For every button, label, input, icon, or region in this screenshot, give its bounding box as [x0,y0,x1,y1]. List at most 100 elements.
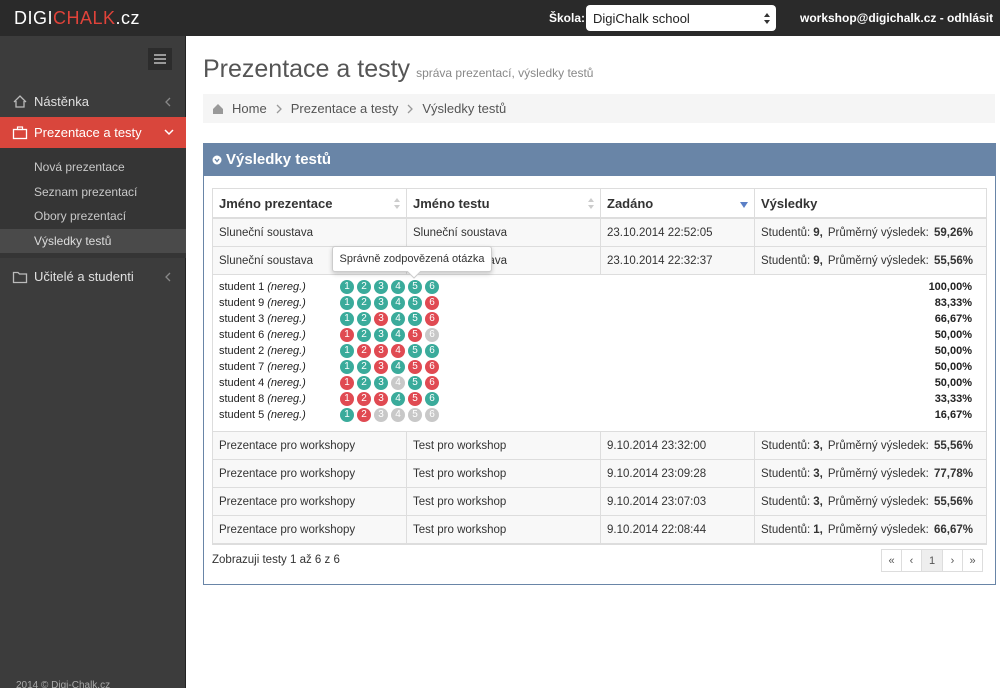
student-note: (nereg.) [267,409,306,421]
tooltip-arrow [407,271,421,279]
page-button[interactable]: › [942,549,963,572]
user-link[interactable]: workshop@digichalk.cz - odhlásit [800,11,994,25]
answer-dot[interactable]: 6 [425,360,439,374]
answer-dot[interactable]: 3 [374,280,388,294]
answer-dot[interactable]: 6 [425,376,439,390]
page-button[interactable]: « [881,549,902,572]
logo-part: .cz [115,8,141,28]
answer-dot[interactable]: 2 [357,296,371,310]
answer-dot[interactable]: 1 [340,280,354,294]
answer-dot[interactable]: 2 [357,360,371,374]
answer-dot[interactable]: 6 [425,328,439,342]
answer-dot[interactable]: 3 [374,392,388,406]
student-label: student 1 [219,281,265,293]
column-header[interactable]: Zadáno [600,189,754,217]
answer-dot[interactable]: 2 [357,328,371,342]
column-header[interactable]: Jméno prezentace [213,189,406,217]
cell-text: Prezentace pro workshopy [219,468,356,480]
answer-dot[interactable]: 3 [374,376,388,390]
answer-dot[interactable]: 2 [357,344,371,358]
answer-dot[interactable]: 2 [357,376,371,390]
column-header[interactable]: Jméno testu [406,189,600,217]
submenu-item[interactable]: Obory prezentací [0,204,186,228]
answer-dot[interactable]: 1 [340,312,354,326]
student-label: student 3 [219,313,265,325]
answer-dot[interactable]: 1 [340,296,354,310]
answer-dot[interactable]: 4 [391,344,405,358]
answer-dot[interactable]: 3 [374,360,388,374]
answer-dot[interactable]: 3 [374,312,388,326]
answer-dot[interactable]: 1 [340,408,354,422]
column-header[interactable]: Výsledky [754,189,987,217]
answer-dot[interactable]: 1 [340,344,354,358]
answer-dot[interactable]: 4 [391,392,405,406]
submenu-item[interactable]: Nová prezentace [0,155,186,179]
breadcrumb: Home Prezentace a testy Výsledky testů [203,94,995,123]
answer-dot[interactable]: 6 [425,344,439,358]
average-label: Průměrný výsledek: [827,227,929,239]
answer-dot[interactable]: 4 [391,376,405,390]
table-cell: 23.10.2014 22:52:05 [600,219,754,246]
answer-dot[interactable]: 3 [374,296,388,310]
answer-dot[interactable]: 5 [408,360,422,374]
answer-dot[interactable]: 6 [425,312,439,326]
page-button[interactable]: 1 [921,549,943,572]
school-select[interactable]: DigiChalk school [586,5,776,31]
answer-dot[interactable]: 3 [374,408,388,422]
answer-dot[interactable]: 1 [340,360,354,374]
answer-dot[interactable]: 4 [391,328,405,342]
answer-dot[interactable]: 5 [408,312,422,326]
answer-dot[interactable]: 1 [340,376,354,390]
answer-dot[interactable]: 3 [374,344,388,358]
answer-dot[interactable]: 2 [357,408,371,422]
student-name: student 7 (nereg.) [219,361,306,373]
answer-number: 6 [429,361,435,372]
students-label: Studentů: [761,440,811,452]
answer-dot[interactable]: 5 [408,344,422,358]
submenu-item[interactable]: Seznam prezentací [0,180,186,204]
answer-dot[interactable]: 4 [391,360,405,374]
answer-dot[interactable]: 2 [357,392,371,406]
answer-dot[interactable]: 4 [391,312,405,326]
results-cell: Studentů: 1, Průměrný výsledek: 66,67% [754,516,987,543]
students-count: 9, [813,227,823,239]
submenu-label: Seznam prezentací [34,184,138,199]
breadcrumb-item[interactable]: Prezentace a testy [290,101,399,116]
answer-dot[interactable]: 6 [425,392,439,406]
menu-item[interactable]: Prezentace a testy [0,117,186,148]
menu-item[interactable]: Učitelé a studenti [0,261,186,292]
page-button[interactable]: » [962,549,983,572]
answer-dot[interactable]: 2 [357,312,371,326]
panel: Výsledky testů [203,143,996,585]
submenu-item[interactable]: Výsledky testů [0,228,186,253]
answer-dot[interactable]: 5 [408,376,422,390]
breadcrumb-item[interactable]: Home [232,101,267,116]
page-button[interactable]: ‹ [901,549,922,572]
answer-dot[interactable]: 5 [408,328,422,342]
table-cell: 9.10.2014 23:09:28 [600,460,754,487]
tooltip: Správně zodpovězená otázka [332,246,492,279]
student-name: student 1 (nereg.) [219,281,306,293]
answer-dot[interactable]: 4 [391,408,405,422]
answer-dot[interactable]: 1 [340,328,354,342]
logo[interactable]: DIGICHALK.cz [14,8,140,29]
answer-dot[interactable]: 2 [357,280,371,294]
answer-dot[interactable]: 5 [408,408,422,422]
answer-dot[interactable]: 4 [391,280,405,294]
results-table: Jméno prezentace Jméno testu Zadáno Výsledk… [212,188,987,545]
answer-dot[interactable]: 6 [425,408,439,422]
answer-number: 4 [395,313,401,324]
menu-icon [12,271,28,284]
answer-dot[interactable]: 6 [425,296,439,310]
answer-dot[interactable]: 5 [408,280,422,294]
menu-item[interactable]: Nástěnka [0,86,186,117]
answer-dot[interactable]: 5 [408,296,422,310]
answer-number: 4 [395,393,401,404]
answer-dot[interactable]: 3 [374,328,388,342]
answer-dot[interactable]: 4 [391,296,405,310]
sidebar-toggle[interactable] [148,48,172,70]
answer-dot[interactable]: 1 [340,392,354,406]
cell-text: Prezentace pro workshopy [219,496,356,508]
answer-dot[interactable]: 6 [425,280,439,294]
answer-dot[interactable]: 5 [408,392,422,406]
